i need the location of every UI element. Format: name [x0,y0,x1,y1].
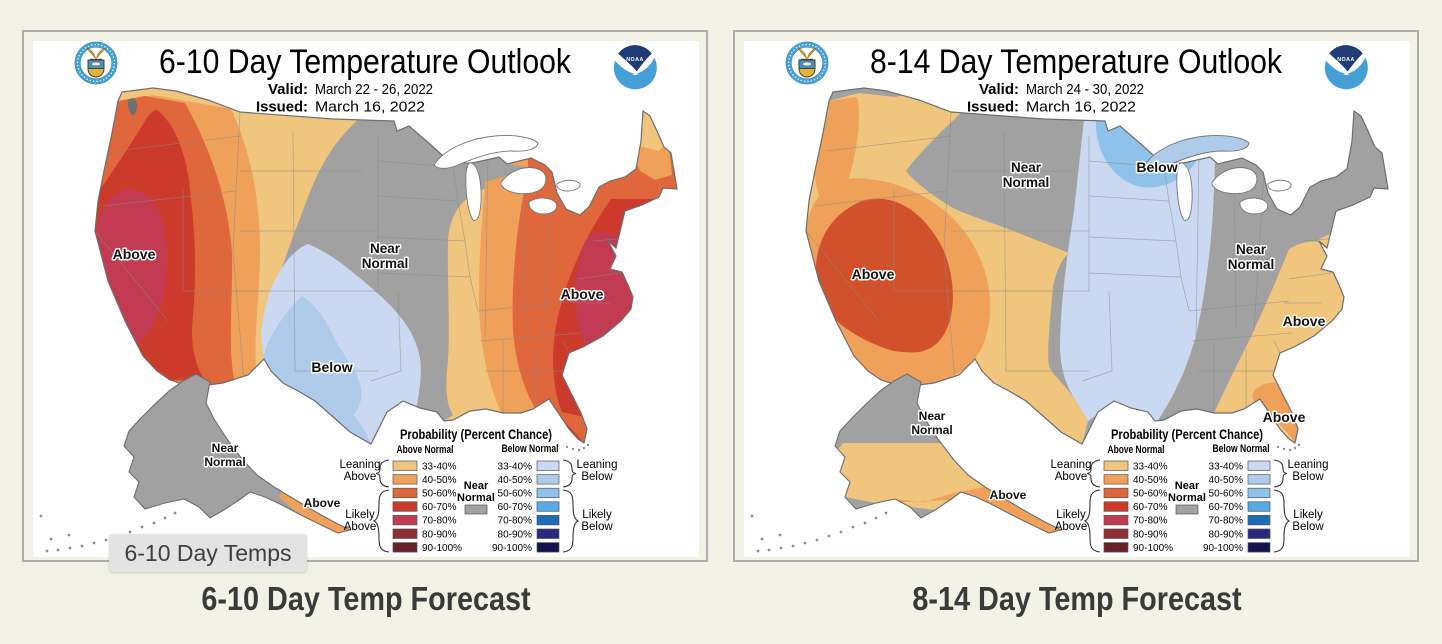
svg-text:Below: Below [311,359,352,375]
svg-text:Leaning: Leaning [1051,459,1092,471]
svg-text:Below Normal: Below Normal [502,443,559,455]
svg-text:Above: Above [344,521,377,533]
svg-text:March 16, 2022: March 16, 2022 [1026,100,1136,116]
svg-text:Normal: Normal [1168,492,1206,504]
svg-text:Normal: Normal [911,423,952,437]
svg-text:Below: Below [581,471,613,483]
svg-text:Above: Above [1263,409,1306,425]
svg-text:Below: Below [1292,471,1324,483]
svg-text:Near: Near [919,409,946,423]
svg-text:40-50%: 40-50% [1209,475,1244,486]
svg-text:Below: Below [581,521,613,533]
svg-text:Below Normal: Below Normal [1213,443,1270,455]
svg-text:80-90%: 80-90% [422,529,457,540]
svg-text:Above Normal: Above Normal [397,444,454,456]
svg-text:Below: Below [1136,159,1177,175]
svg-text:60-70%: 60-70% [1209,502,1244,513]
svg-text:Near: Near [1175,480,1200,492]
svg-text:Issued:: Issued: [256,100,308,116]
svg-text:Above: Above [1055,471,1088,483]
svg-text:Likely: Likely [345,509,375,521]
svg-text:Probability (Percent Chance): Probability (Percent Chance) [400,427,552,442]
svg-text:Near: Near [1011,160,1042,175]
svg-text:90-100%: 90-100% [492,543,532,554]
svg-text:March 16, 2022: March 16, 2022 [315,100,425,116]
svg-text:March 22 - 26, 2022: March 22 - 26, 2022 [315,82,433,98]
svg-text:70-80%: 70-80% [422,516,457,527]
svg-text:40-50%: 40-50% [1133,475,1168,486]
svg-text:50-60%: 50-60% [498,489,533,500]
svg-text:70-80%: 70-80% [498,516,533,527]
svg-text:Normal: Normal [362,256,409,271]
svg-text:Leaning: Leaning [577,459,618,471]
svg-text:70-80%: 70-80% [1209,516,1244,527]
svg-text:Above: Above [1283,313,1326,329]
svg-text:Leaning: Leaning [340,459,381,471]
svg-text:33-40%: 33-40% [1133,461,1168,472]
svg-text:60-70%: 60-70% [1133,502,1168,513]
svg-text:Likely: Likely [1056,509,1086,521]
svg-text:Above: Above [344,471,377,483]
svg-text:Valid:: Valid: [268,82,308,98]
svg-text:NOAA: NOAA [1337,57,1355,63]
svg-text:80-90%: 80-90% [1209,529,1244,540]
svg-text:90-100%: 90-100% [1203,543,1243,554]
svg-text:50-60%: 50-60% [422,489,457,500]
svg-text:50-60%: 50-60% [1209,489,1244,500]
svg-text:60-70%: 60-70% [422,502,457,513]
svg-text:Above: Above [852,266,895,282]
svg-text:Issued:: Issued: [967,100,1019,116]
svg-text:8-14 Day Temperature Outlook: 8-14 Day Temperature Outlook [870,43,1283,81]
svg-text:80-90%: 80-90% [498,529,533,540]
svg-text:Above: Above [561,286,604,302]
svg-text:70-80%: 70-80% [1133,516,1168,527]
svg-text:33-40%: 33-40% [498,461,533,472]
svg-text:80-90%: 80-90% [1133,529,1168,540]
svg-text:Normal: Normal [457,492,495,504]
svg-text:March 24 - 30, 2022: March 24 - 30, 2022 [1026,82,1144,98]
svg-text:Normal: Normal [1228,257,1275,272]
svg-text:Above: Above [990,488,1027,502]
svg-text:Normal: Normal [204,455,245,469]
svg-text:60-70%: 60-70% [498,502,533,513]
svg-text:40-50%: 40-50% [498,475,533,486]
svg-text:Valid:: Valid: [979,82,1019,98]
svg-text:Near: Near [212,441,239,455]
svg-text:Likely: Likely [582,509,612,521]
svg-text:Near: Near [464,480,489,492]
svg-text:Above: Above [113,246,156,262]
svg-text:Probability (Percent Chance): Probability (Percent Chance) [1111,427,1263,442]
svg-text:Above Normal: Above Normal [1108,444,1165,456]
svg-text:50-60%: 50-60% [1133,489,1168,500]
svg-text:Below: Below [1292,521,1324,533]
svg-text:Above: Above [1055,521,1088,533]
svg-text:33-40%: 33-40% [1209,461,1244,472]
svg-text:Likely: Likely [1293,509,1323,521]
svg-text:40-50%: 40-50% [422,475,457,486]
svg-text:33-40%: 33-40% [422,461,457,472]
svg-text:Normal: Normal [1003,175,1050,190]
svg-text:Leaning: Leaning [1288,459,1329,471]
svg-text:Near: Near [370,241,401,256]
svg-text:6-10 Day Temperature Outlook: 6-10 Day Temperature Outlook [159,43,572,81]
svg-text:Above: Above [304,496,341,510]
svg-text:90-100%: 90-100% [422,543,462,554]
svg-text:NOAA: NOAA [626,57,644,63]
svg-text:Near: Near [1236,242,1267,257]
svg-text:90-100%: 90-100% [1133,543,1173,554]
